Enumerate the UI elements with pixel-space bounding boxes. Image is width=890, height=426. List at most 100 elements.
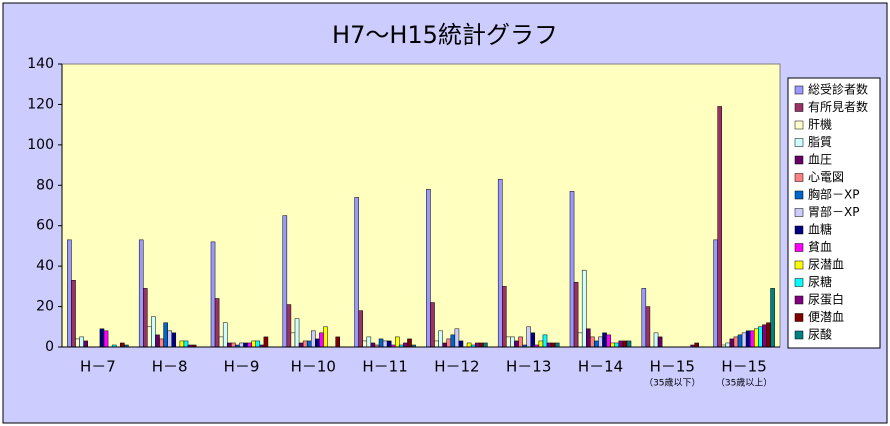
x-tick-label: H－8	[152, 358, 188, 376]
bar	[614, 342, 620, 348]
bar	[151, 316, 156, 348]
bar	[302, 340, 308, 348]
x-tick-label: H－14	[578, 358, 623, 376]
bar	[251, 340, 256, 348]
bar	[247, 342, 252, 348]
bar	[770, 288, 775, 348]
bar	[306, 340, 312, 348]
bar	[282, 215, 288, 348]
bar	[403, 342, 408, 348]
bar	[315, 338, 320, 348]
bar	[358, 310, 363, 348]
bar	[79, 336, 84, 348]
x-tick-note: （35歳以下）	[644, 377, 700, 389]
bar	[594, 340, 599, 348]
legend-swatch	[794, 120, 804, 130]
bar	[554, 342, 560, 348]
bar	[227, 342, 232, 348]
bar	[737, 334, 743, 348]
bar	[395, 336, 400, 348]
bar	[510, 336, 515, 348]
legend-label: 総受診者数	[808, 82, 868, 97]
legend-swatch	[794, 243, 804, 252]
bar	[745, 330, 751, 348]
bar	[762, 324, 767, 348]
bar	[239, 342, 244, 348]
x-tick-label: H－7	[80, 358, 116, 376]
bar	[298, 342, 304, 348]
legend-label: 心電図	[808, 170, 844, 184]
y-tick-label: 80	[36, 177, 54, 193]
bar	[446, 338, 452, 348]
bar	[214, 298, 220, 348]
bar	[766, 322, 771, 348]
bar	[725, 342, 731, 348]
bar	[479, 342, 484, 348]
x-tick-label: H－15	[721, 358, 766, 376]
bar	[577, 332, 583, 348]
bar	[474, 342, 480, 348]
bar	[210, 241, 216, 348]
legend-label: 尿蛋白	[808, 292, 844, 307]
bar	[733, 336, 739, 348]
legend-swatch	[794, 173, 804, 182]
bar	[506, 336, 511, 348]
legend-swatch	[794, 208, 804, 217]
bar	[147, 326, 152, 348]
bar	[754, 328, 759, 348]
bar	[749, 330, 755, 348]
y-tick-label: 40	[36, 258, 54, 274]
bar	[290, 332, 296, 348]
bar	[694, 342, 699, 348]
legend-label: 肝機	[808, 117, 832, 132]
bar	[163, 322, 168, 348]
x-tick-label: H－12	[434, 358, 479, 376]
bar	[573, 282, 579, 348]
bar	[581, 269, 587, 348]
bar	[434, 340, 439, 348]
bar	[606, 334, 611, 348]
bar	[546, 342, 552, 348]
bar	[466, 342, 472, 348]
bar	[294, 318, 300, 348]
bar	[71, 280, 76, 348]
bar	[75, 338, 80, 348]
bar	[171, 332, 177, 348]
legend-label: 胸部－XP	[808, 187, 859, 202]
bar	[382, 340, 388, 348]
bar	[538, 340, 544, 348]
legend-label: 血圧	[808, 153, 832, 167]
bar	[542, 334, 548, 348]
bar	[518, 336, 523, 348]
bar	[103, 330, 109, 348]
legend-swatch	[794, 278, 804, 287]
bar	[550, 342, 556, 348]
bar	[159, 338, 164, 348]
bar	[758, 326, 763, 348]
legend-label: 脂質	[808, 134, 832, 149]
legend-label: 血糖	[808, 222, 832, 237]
y-tick-label: 120	[27, 96, 54, 112]
bar	[231, 342, 236, 348]
bar	[438, 330, 443, 348]
bar	[263, 336, 269, 348]
bar	[286, 304, 292, 348]
bar	[138, 239, 144, 348]
legend-swatch	[794, 190, 804, 200]
legend-box	[787, 77, 881, 349]
legend-swatch	[794, 103, 804, 112]
legend-label: 尿酸	[808, 327, 832, 342]
bar	[430, 302, 435, 348]
x-tick-label: H－10	[291, 358, 336, 376]
bar	[366, 336, 372, 348]
bar	[155, 334, 160, 348]
bar	[502, 286, 507, 348]
bar	[218, 336, 224, 348]
legend-swatch	[794, 225, 804, 235]
legend-swatch	[794, 313, 804, 322]
bar	[618, 340, 624, 348]
legend-label: 有所見者数	[808, 99, 868, 114]
bar	[590, 336, 595, 348]
bar	[717, 106, 722, 348]
y-tick-label: 0	[45, 339, 54, 355]
